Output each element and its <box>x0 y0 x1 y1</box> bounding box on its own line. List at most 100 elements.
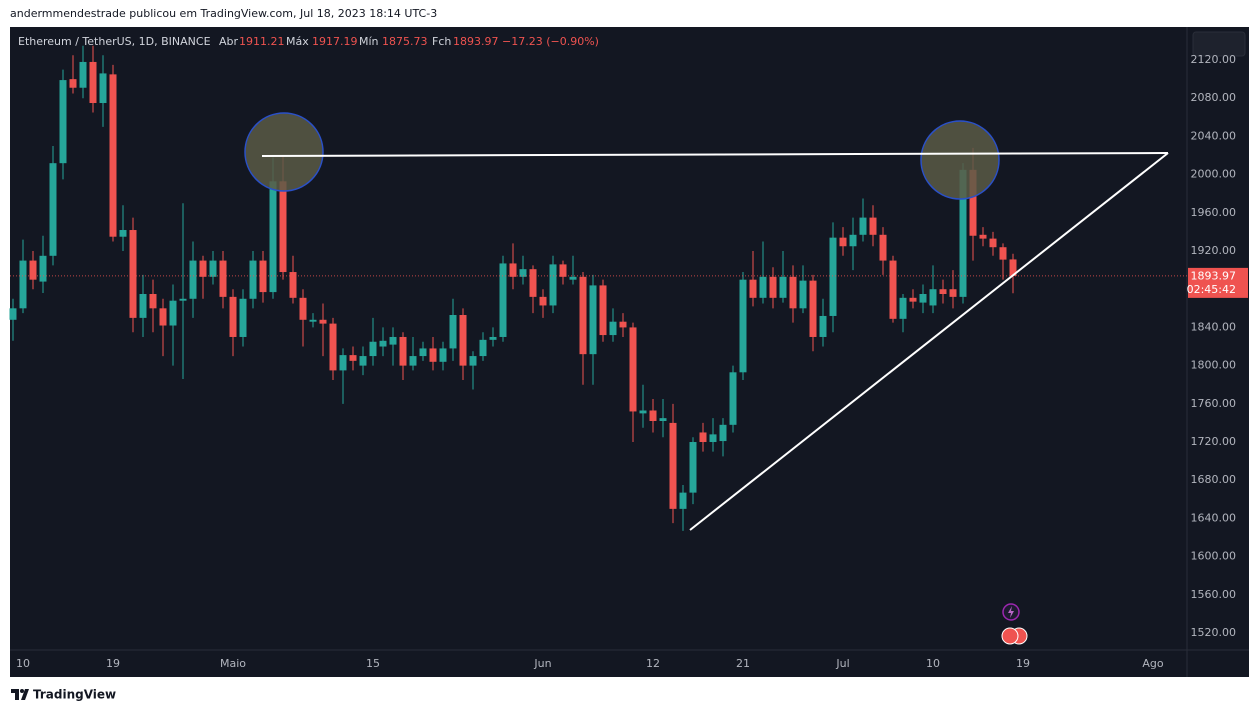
y-tick-label: 1560.00 <box>1191 588 1237 601</box>
candle-body <box>129 230 137 318</box>
candle-body <box>609 321 617 336</box>
candle-body <box>659 418 667 422</box>
candle-body <box>739 279 747 373</box>
candle-body <box>969 169 977 236</box>
candle-body <box>249 260 257 299</box>
candle-body <box>819 315 827 337</box>
candle-body <box>59 80 67 164</box>
open-label: Abr <box>219 35 239 48</box>
candle-body <box>919 294 927 303</box>
candle-body <box>399 336 407 366</box>
candle-body <box>549 264 557 306</box>
candle-body <box>239 298 247 337</box>
candle-body <box>9 308 17 320</box>
candle-body <box>949 289 957 297</box>
candle-body <box>159 308 167 326</box>
candle-body <box>119 230 127 237</box>
last-price-badge <box>1188 267 1248 298</box>
change: −17.23 (−0.90%) <box>502 35 599 48</box>
candle-body <box>539 296 547 306</box>
y-tick-label: 1920.00 <box>1191 244 1237 257</box>
candle-body <box>569 276 577 280</box>
y-tick-label: 1840.00 <box>1191 320 1237 333</box>
candle-body <box>599 285 607 336</box>
candle-body <box>649 410 657 422</box>
event-icon[interactable] <box>1001 627 1019 645</box>
symbol: Ethereum / TetherUS, 1D, BINANCE <box>18 35 211 48</box>
candle-body <box>269 181 277 293</box>
candle-body <box>149 294 157 309</box>
candle-body <box>669 422 677 509</box>
x-tick-label: 12 <box>646 657 660 670</box>
candle-body <box>229 296 237 337</box>
candle-body <box>39 255 47 282</box>
candle-body <box>589 285 597 355</box>
y-tick-label: 2040.00 <box>1191 129 1237 142</box>
candle-body <box>289 272 297 298</box>
candle-body <box>29 260 37 280</box>
candle-body <box>369 341 377 357</box>
footer-brand: TradingView <box>33 688 116 702</box>
axis-button[interactable] <box>1192 31 1246 57</box>
x-tick-label: Jun <box>533 657 551 670</box>
x-tick-label: 19 <box>106 657 120 670</box>
candle-body <box>79 61 87 88</box>
candle-body <box>809 280 817 337</box>
x-tick-label: Maio <box>220 657 246 670</box>
candle-body <box>379 340 387 347</box>
candle-body <box>139 294 147 318</box>
candle-body <box>449 315 457 349</box>
candle-body <box>709 434 717 443</box>
candle-body <box>509 263 517 277</box>
candle-body <box>179 298 187 301</box>
candle-body <box>909 297 917 302</box>
y-tick-label: 1680.00 <box>1191 473 1237 486</box>
candle-body <box>529 269 537 297</box>
candle-body <box>349 355 357 361</box>
candle-body <box>769 276 777 298</box>
candle-body <box>309 319 317 322</box>
last-price-label: 1893.97 <box>1191 269 1237 282</box>
candle-body <box>1009 259 1017 276</box>
candle-body <box>759 276 767 298</box>
candle-body <box>109 74 117 237</box>
x-tick-label: Ago <box>1142 657 1164 670</box>
x-tick-label: 21 <box>736 657 750 670</box>
y-tick-label: 1760.00 <box>1191 397 1237 410</box>
candle-body <box>189 260 197 299</box>
candle-body <box>939 289 947 294</box>
countdown: 02:45:42 <box>1187 283 1236 296</box>
y-tick-label: 1960.00 <box>1191 206 1237 219</box>
x-tick-label: 15 <box>366 657 380 670</box>
candle-body <box>929 289 937 306</box>
candle-body <box>959 169 967 297</box>
candle-body <box>169 300 177 326</box>
candle-body <box>839 237 847 247</box>
candle-body <box>319 319 327 324</box>
candle-body <box>479 339 487 357</box>
close-label: Fch <box>432 35 451 48</box>
candle-body <box>439 348 447 362</box>
candle-body <box>979 234 987 239</box>
candle-body <box>799 280 807 309</box>
candle-body <box>359 356 367 366</box>
candle-body <box>629 327 637 412</box>
candle-body <box>419 348 427 357</box>
y-tick-label: 1520.00 <box>1191 626 1237 639</box>
candle-body <box>869 217 877 235</box>
candle-body <box>579 276 587 355</box>
candle-body <box>689 442 697 493</box>
candle-body <box>899 297 907 319</box>
open-value: 1911.21 <box>239 35 285 48</box>
candle-body <box>199 260 207 277</box>
candle-body <box>829 237 837 316</box>
candle-body <box>719 424 727 442</box>
candle-body <box>519 269 527 277</box>
resistance-line <box>261 152 1169 157</box>
x-tick-label: Jul <box>835 657 849 670</box>
candle-body <box>389 336 397 345</box>
candle-body <box>209 260 217 277</box>
trend-line <box>689 152 1169 531</box>
candle-body <box>859 217 867 235</box>
y-tick-label: 2120.00 <box>1191 53 1237 66</box>
